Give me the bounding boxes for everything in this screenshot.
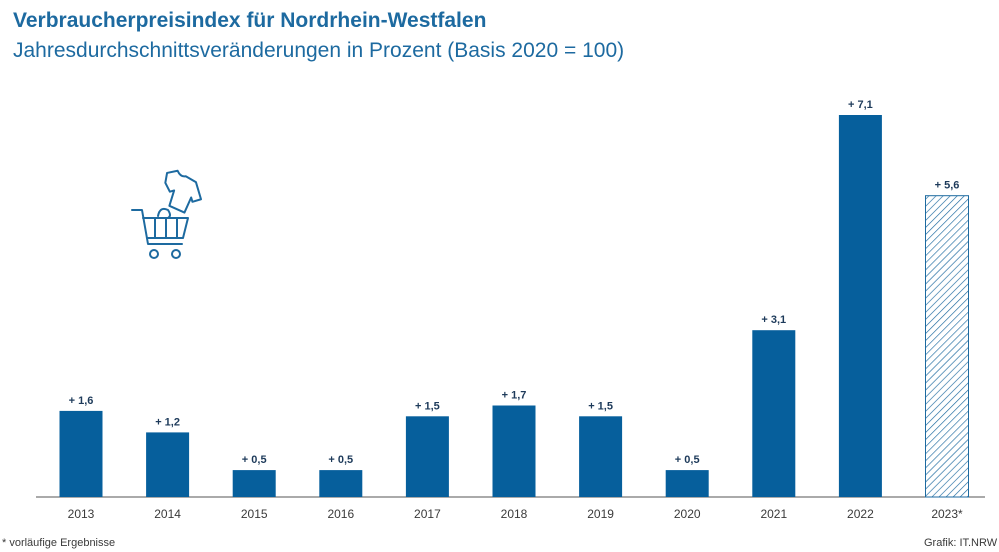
bar-2016 (319, 470, 363, 497)
value-label-2015: + 0,5 (242, 454, 267, 466)
x-tick-label-2021: 2021 (760, 507, 787, 521)
bar-2021 (752, 330, 796, 497)
chart-title: Verbraucherpreisindex für Nordrhein-West… (13, 9, 487, 32)
source-credit: Grafik: IT.NRW (924, 537, 998, 549)
bar-2014 (146, 432, 190, 497)
value-label-2013: + 1,6 (69, 395, 94, 407)
value-label-2023: + 5,6 (935, 180, 960, 192)
bars-group (59, 115, 969, 498)
bar-2023 (925, 195, 969, 498)
x-tick-label-2017: 2017 (414, 507, 441, 521)
x-tick-label-2019: 2019 (587, 507, 614, 521)
bar-2013 (59, 410, 103, 497)
value-label-2016: + 0,5 (328, 454, 353, 466)
shopping-illustration (131, 169, 203, 259)
x-tick-label-2023: 2023* (931, 507, 963, 521)
x-tick-label-2013: 2013 (68, 507, 95, 521)
value-label-2018: + 1,7 (502, 390, 527, 402)
value-label-2017: + 1,5 (415, 400, 440, 412)
bar-2015 (232, 470, 276, 497)
x-tick-label-2018: 2018 (501, 507, 528, 521)
bar-2019 (579, 416, 623, 497)
x-tick-label-2016: 2016 (327, 507, 354, 521)
t-shirt-icon (164, 169, 203, 214)
x-tick-labels-group: 2013 2014 2015 2016 2017 2018 2019 2020 2021 2022… (68, 507, 963, 521)
value-labels-group: + 1,6 + 1,2 + 0,5 + 0,5 + 1,5 + 1,7 + 1,5 + 0,5… (69, 99, 960, 466)
value-label-2022: + 7,1 (848, 99, 873, 111)
value-label-2021: + 3,1 (761, 314, 786, 326)
bar-2018 (492, 405, 536, 497)
chart-subtitle: Jahresdurchschnittsveränderungen in Proz… (13, 39, 625, 62)
value-label-2014: + 1,2 (155, 416, 180, 428)
value-label-2020: + 0,5 (675, 454, 700, 466)
x-tick-label-2014: 2014 (154, 507, 181, 521)
bar-2022 (838, 115, 882, 497)
bar-2020 (665, 470, 709, 497)
x-tick-label-2020: 2020 (674, 507, 701, 521)
x-tick-label-2022: 2022 (847, 507, 874, 521)
footnote: * vorläufige Ergebnisse (2, 537, 116, 549)
value-label-2019: + 1,5 (588, 400, 613, 412)
shopping-cart-icon (131, 207, 189, 259)
x-tick-label-2015: 2015 (241, 507, 268, 521)
bar-2017 (405, 416, 449, 497)
